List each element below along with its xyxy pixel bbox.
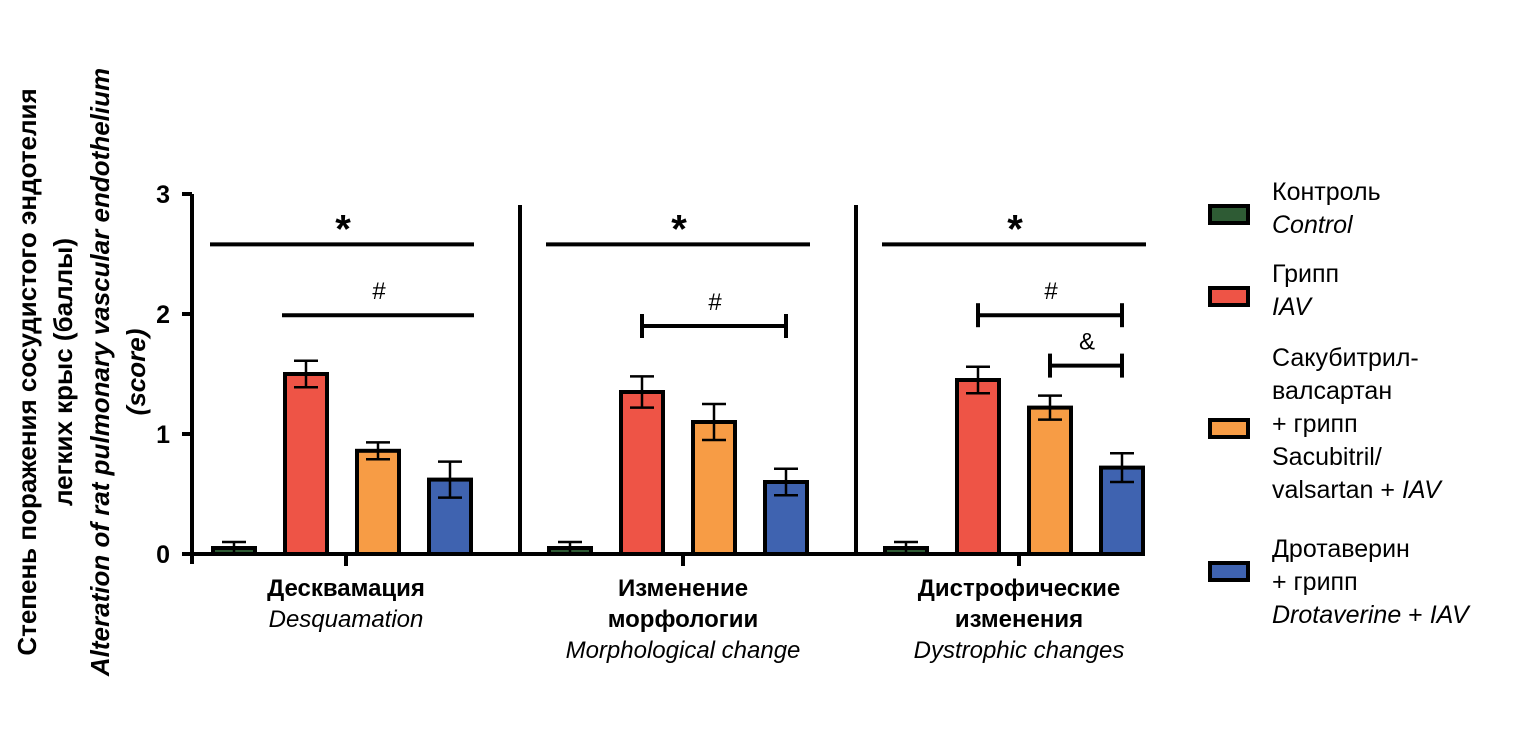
legend-label-en-2-tail: IAV bbox=[1401, 476, 1441, 504]
group-label-ru: изменения bbox=[955, 606, 1083, 633]
group-label-en: Dystrophic changes bbox=[914, 637, 1125, 664]
significance-symbol: # bbox=[708, 289, 722, 316]
legend-swatch-iav bbox=[1208, 286, 1250, 307]
legend-label-en-2: valsartan + IAV bbox=[1272, 474, 1441, 507]
group-label-en: Desquamation bbox=[269, 606, 424, 633]
bar-1-0 bbox=[283, 372, 329, 556]
significance-symbol: # bbox=[1044, 278, 1058, 305]
legend-swatch-drotaverine bbox=[1208, 561, 1250, 582]
bar-1-1 bbox=[619, 390, 665, 556]
significance-symbol: & bbox=[1079, 329, 1095, 356]
legend-label-ru: Грипп bbox=[1272, 260, 1340, 288]
y-axis-title-ru-2: легких крыс (баллы) bbox=[48, 238, 78, 506]
group-label-ru: Дистрофические bbox=[918, 575, 1120, 602]
bar-2-2 bbox=[1027, 405, 1073, 556]
group-label-ru: Изменение bbox=[618, 575, 748, 602]
y-tick-label: 3 bbox=[156, 181, 170, 209]
legend-label-en: IAV bbox=[1272, 293, 1311, 321]
legend-label-ru-1: Дротаверин bbox=[1272, 535, 1410, 563]
bar-3-2 bbox=[1099, 465, 1145, 557]
legend-swatch-control bbox=[1208, 204, 1250, 225]
legend-text-sacubitril: Сакубитрил- валсартан + грипп Sacubitril… bbox=[1272, 342, 1441, 507]
legend-label-ru: Контроль bbox=[1272, 178, 1381, 206]
bar-1-2 bbox=[955, 378, 1001, 556]
y-axis-title-ru-1: Степень поражения сосудистого эндотелия bbox=[12, 88, 42, 655]
significance-symbol: * bbox=[1007, 207, 1023, 251]
legend-label-en-1: Sacubitril/ bbox=[1272, 443, 1382, 471]
significance-symbol: # bbox=[372, 278, 386, 305]
significance-symbol: * bbox=[335, 207, 351, 251]
legend-label-ru-1: Сакубитрил- bbox=[1272, 344, 1419, 372]
legend-text-control: Контроль Control bbox=[1272, 176, 1381, 242]
group-label-ru: Десквамация bbox=[267, 575, 425, 602]
legend-label-en: Control bbox=[1272, 211, 1353, 239]
legend-label-en-2-plain: valsartan + bbox=[1272, 476, 1402, 504]
legend-label-en-plain: + bbox=[1401, 601, 1430, 629]
bar-2-1 bbox=[691, 420, 737, 556]
y-tick-label: 1 bbox=[156, 421, 170, 449]
y-tick-label: 2 bbox=[156, 301, 170, 329]
legend-swatch-sacubitril bbox=[1208, 418, 1250, 439]
legend-label-en-tail: IAV bbox=[1429, 601, 1469, 629]
legend-label-ru-2: + грипп bbox=[1272, 568, 1358, 596]
y-axis-title-en-1: Alteration of rat pulmonary vascular end… bbox=[85, 68, 115, 677]
legend-label-ru-3: + грипп bbox=[1272, 410, 1358, 438]
group-label-ru: морфологии bbox=[608, 606, 759, 633]
legend-label-en-italic: Drotaverine bbox=[1272, 601, 1402, 629]
legend-label-ru-2: валсартан bbox=[1272, 377, 1393, 405]
legend-label-en: Drotaverine + IAV bbox=[1272, 599, 1469, 632]
bar-2-0 bbox=[355, 448, 401, 556]
y-tick-label: 0 bbox=[156, 541, 170, 569]
legend-text-drotaverine: Дротаверин + грипп Drotaverine + IAV bbox=[1272, 533, 1469, 632]
group-label-en: Morphological change bbox=[566, 637, 801, 664]
legend-text-iav: Грипп IAV bbox=[1272, 258, 1339, 324]
y-axis-title-en-2: (score) bbox=[121, 329, 151, 416]
significance-symbol: * bbox=[671, 207, 687, 251]
